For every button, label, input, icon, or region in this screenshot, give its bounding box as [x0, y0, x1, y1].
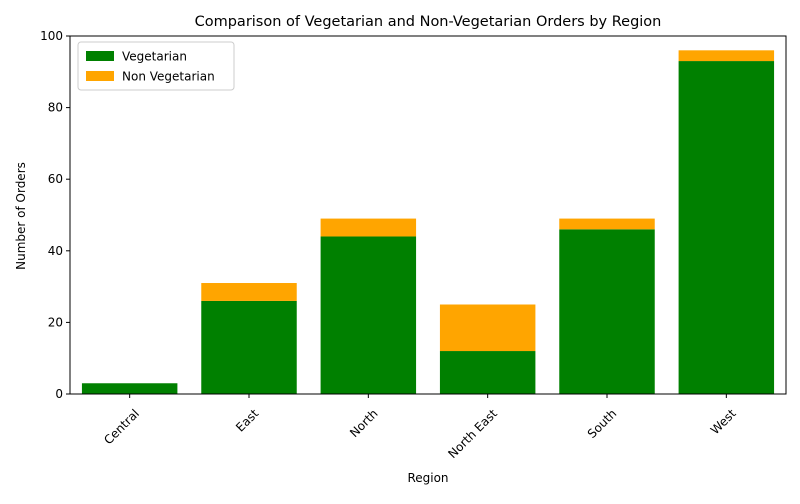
y-tick-label: 40	[48, 244, 63, 258]
x-tick-label: West	[708, 406, 739, 437]
x-tick-label: North East	[445, 406, 500, 461]
y-axis-label: Number of Orders	[14, 162, 28, 270]
y-tick-label: 0	[55, 387, 63, 401]
x-tick-label: Central	[101, 406, 142, 447]
bar-vegetarian-south	[559, 229, 655, 394]
bar-vegetarian-west	[678, 61, 775, 395]
x-tick-label: South	[585, 406, 620, 441]
bar-non-vegetarian-east	[201, 283, 297, 301]
bar-vegetarian-north	[320, 236, 417, 394]
y-tick-label: 20	[48, 315, 63, 329]
legend: Vegetarian Non Vegetarian	[77, 41, 235, 91]
x-tick-label: East	[233, 406, 261, 434]
legend-swatch-vegetarian	[86, 51, 114, 61]
x-tick-label: North	[347, 406, 381, 440]
bar-vegetarian-central	[81, 383, 178, 394]
plot-frame	[69, 35, 787, 395]
bar-vegetarian-north-east	[439, 351, 536, 394]
bar-non-vegetarian-north-east	[439, 304, 536, 352]
bars-layer	[81, 50, 775, 395]
bar-non-vegetarian-south	[559, 218, 655, 230]
bar-non-vegetarian-west	[678, 50, 775, 62]
y-tick-label: 100	[40, 29, 63, 43]
chart-title: Comparison of Vegetarian and Non-Vegetar…	[195, 14, 662, 30]
legend-label-non-vegetarian: Non Vegetarian	[122, 70, 215, 84]
legend-swatch-non-vegetarian	[86, 71, 114, 81]
x-axis-label: Region	[407, 471, 448, 485]
bar-non-vegetarian-north	[320, 218, 417, 237]
legend-label-vegetarian: Vegetarian	[122, 50, 187, 64]
y-tick-label: 60	[48, 172, 63, 186]
bar-vegetarian-east	[201, 300, 297, 394]
legend-box	[77, 41, 235, 91]
y-tick-label: 80	[48, 101, 63, 115]
